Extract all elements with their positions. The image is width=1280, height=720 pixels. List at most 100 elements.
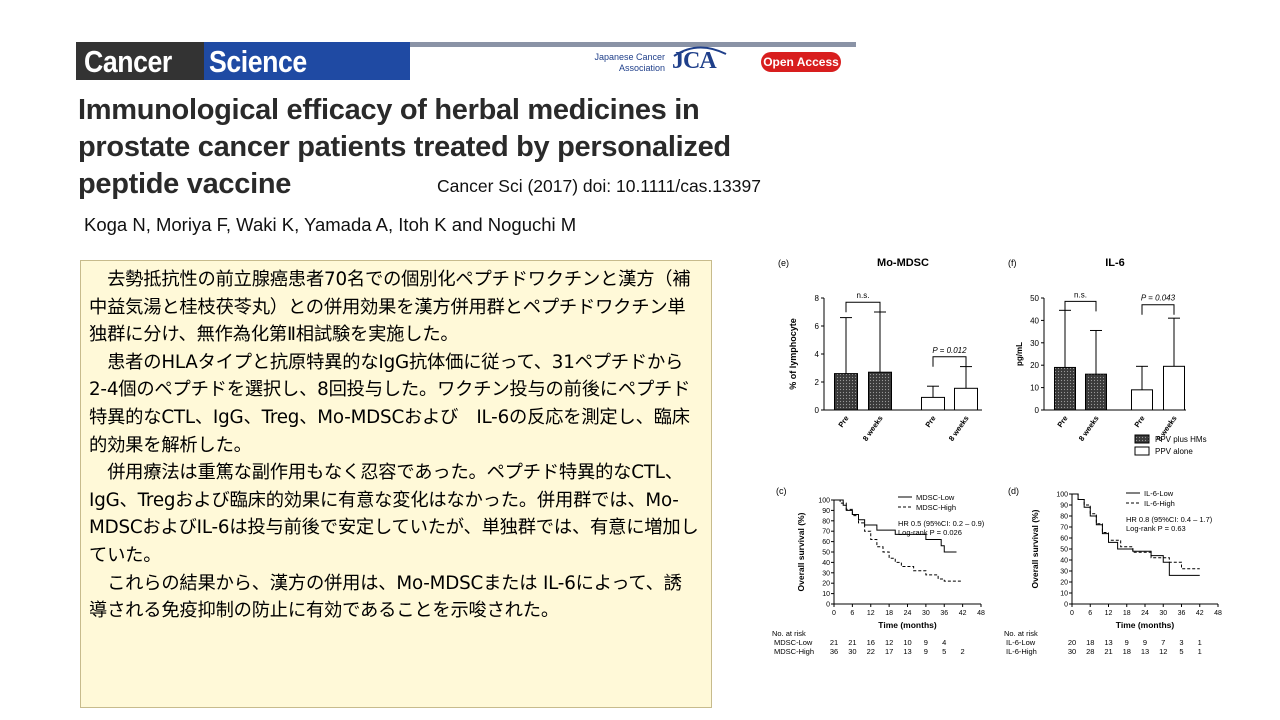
risk-count: 21: [1104, 647, 1112, 656]
risk-count: 3: [1179, 638, 1183, 647]
risk-count: 17: [885, 647, 893, 656]
panel-label: (c): [776, 486, 787, 496]
citation: Cancer Sci (2017) doi: 10.1111/cas.13397: [437, 176, 761, 196]
y-axis-label: Overall survival (%): [796, 512, 806, 591]
significance-bracket: [1141, 304, 1175, 315]
y-tick-label: 0: [826, 602, 830, 609]
bar: [1054, 366, 1076, 411]
risk-count: 12: [1159, 647, 1167, 656]
summary-box: 去勢抵抗性の前立腺癌患者70名での個別化ペプチドワクチンと漢方（補中益気湯と桂枝…: [80, 260, 712, 708]
y-tick-label: 10: [822, 591, 830, 598]
significance-label: n.s.: [1074, 290, 1087, 299]
bar: [1131, 389, 1153, 411]
y-tick-label: 10: [1030, 384, 1039, 393]
banner-rule: [410, 42, 856, 47]
x-tick-label: 24: [1141, 610, 1149, 617]
authors: Koga N, Moriya F, Waki K, Yamada A, Itoh…: [84, 214, 577, 235]
society-name-line2: Association: [618, 63, 665, 73]
risk-count: 7: [1161, 638, 1165, 647]
y-tick-label: 30: [822, 570, 830, 577]
x-tick-label: 8 weeks: [947, 414, 971, 443]
y-tick-label: 8: [815, 294, 820, 303]
risk-count: 9: [924, 638, 928, 647]
legend-label: MDSC-Low: [916, 493, 955, 502]
y-tick-label: 50: [1030, 294, 1039, 303]
statistics-annotation: HR 0.5 (95%CI: 0.2 – 0.9): [898, 519, 985, 528]
statistics-annotation: HR 0.8 (95%CI: 0.4 – 1.7): [1126, 515, 1213, 524]
risk-count: 21: [830, 638, 838, 647]
y-tick-label: 4: [815, 350, 820, 359]
panel-label: (e): [778, 258, 789, 268]
risk-count: 20: [1068, 638, 1076, 647]
x-tick-label: 30: [922, 610, 930, 617]
bar: [954, 387, 978, 411]
x-axis-label: Time (months): [878, 620, 937, 630]
risk-count: 36: [830, 647, 838, 656]
chart-title: IL-6: [1105, 257, 1125, 269]
banner-dark-block: [76, 42, 204, 80]
y-tick-label: 40: [822, 560, 830, 567]
x-tick-label: 24: [904, 610, 912, 617]
y-tick-label: 6: [815, 322, 820, 331]
y-tick-label: 60: [1060, 536, 1068, 543]
x-tick-label: 30: [1159, 610, 1167, 617]
journal-banner: Cancer Science: [76, 42, 856, 80]
summary-paragraph-2: 患者のHLAタイプと抗原特異的なIgG抗体価に従って、31ペプチドから2-4個の…: [89, 351, 691, 456]
risk-count: 22: [867, 647, 875, 656]
risk-count: 18: [1123, 647, 1131, 656]
significance-label: P = 0.012: [932, 346, 967, 355]
x-tick-label: 42: [1196, 610, 1204, 617]
risk-row-label: MDSC-Low: [774, 638, 813, 647]
title-line-2: prostate cancer patients treated by pers…: [78, 131, 731, 163]
x-tick-label: 0: [1070, 610, 1074, 617]
x-tick-label: Pre: [923, 414, 937, 429]
x-tick-label: Pre: [836, 414, 850, 429]
x-axis-label: Time (months): [1116, 620, 1175, 630]
risk-count: 13: [903, 647, 911, 656]
bar: [1163, 365, 1185, 411]
y-tick-label: 0: [1064, 602, 1068, 609]
y-tick-label: 0: [815, 406, 820, 415]
bar: [921, 396, 945, 411]
legend-label: PPV plus HMs: [1155, 435, 1207, 444]
survival-curve: [1072, 493, 1200, 570]
risk-count: 1: [1198, 638, 1202, 647]
legend-label: IL-6-High: [1144, 499, 1175, 508]
x-tick-label: 8 weeks: [861, 414, 885, 443]
y-axis-label: pg/mL: [1015, 342, 1024, 366]
x-tick-label: 36: [940, 610, 948, 617]
risk-table-title: No. at risk: [772, 629, 806, 638]
risk-row-label: IL-6-High: [1006, 647, 1037, 656]
chart-title: Mo-MDSC: [877, 257, 929, 269]
statistics-annotation: Log-rank P = 0.026: [898, 528, 962, 537]
y-axis-label: Overall survival (%): [1030, 509, 1040, 588]
y-tick-label: 40: [1060, 558, 1068, 565]
y-tick-label: 40: [1030, 316, 1039, 325]
risk-count: 1: [1198, 647, 1202, 656]
bar: [834, 373, 858, 411]
y-tick-label: 20: [1060, 580, 1068, 587]
y-tick-label: 90: [1060, 503, 1068, 510]
x-tick-label: 8 weeks: [1077, 414, 1101, 443]
journal-name-part1: Cancer: [84, 44, 172, 79]
journal-name-part2: Science: [209, 44, 307, 79]
risk-count: 13: [1141, 647, 1149, 656]
y-tick-label: 60: [822, 539, 830, 546]
bar: [868, 371, 892, 411]
x-tick-label: 12: [1105, 610, 1113, 617]
survival-curve: [1072, 493, 1200, 576]
society-name: Japanese Cancer Association: [585, 52, 665, 74]
y-tick-label: 70: [822, 529, 830, 536]
risk-table-title: No. at risk: [1004, 629, 1038, 638]
risk-count: 13: [1104, 638, 1112, 647]
x-tick-label: 18: [1123, 610, 1131, 617]
x-tick-label: Pre: [1132, 414, 1146, 429]
y-tick-label: 30: [1060, 569, 1068, 576]
y-tick-label: 10: [1060, 591, 1068, 598]
society-name-line1: Japanese Cancer: [594, 52, 665, 62]
significance-bracket: [1064, 300, 1097, 312]
y-tick-label: 70: [1060, 525, 1068, 532]
